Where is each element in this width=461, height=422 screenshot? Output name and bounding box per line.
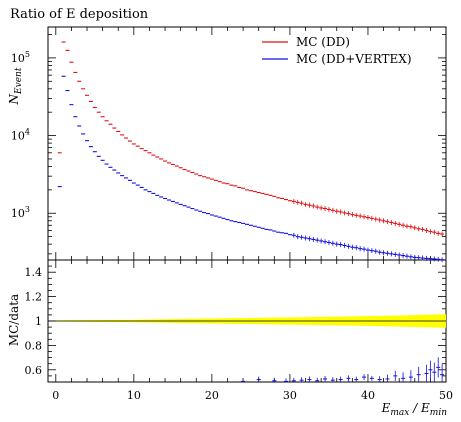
main-y-tick-label: 105	[11, 50, 30, 65]
ratio-y-tick-label: 1.4	[25, 266, 43, 279]
ratio-y-ticks: 0.6 0.8 1 1.2 1.4	[25, 259, 446, 383]
main-y-axis-label: NEvent	[7, 67, 24, 105]
legend-label-mc-dd: MC (DD)	[296, 35, 350, 49]
ratio-y-tick-label: 1.2	[25, 291, 43, 304]
main-y-tick-label: 104	[11, 128, 30, 143]
main-y-tick-label: 103	[11, 205, 30, 220]
x-tick-label: 10	[127, 389, 141, 402]
legend-label-mc-dd-vertex: MC (DD+VERTEX)	[296, 52, 412, 66]
x-tick-label: 40	[361, 389, 375, 402]
ratio-y-tick-label: 0.6	[25, 364, 43, 377]
ratio-series-group	[241, 357, 445, 382]
chart-title: Ratio of E deposition	[10, 7, 149, 22]
x-ticks: 0 10 20 30 40 50	[52, 27, 453, 402]
ratio-y-axis-label: MC/data	[7, 294, 21, 346]
legend: MC (DD) MC (DD+VERTEX)	[262, 35, 412, 66]
x-axis-label: Emax / Emin	[381, 401, 448, 418]
ratio-y-tick-label: 0.8	[25, 339, 43, 352]
x-tick-label: 20	[205, 389, 219, 402]
x-tick-label: 0	[52, 389, 59, 402]
main-series-group	[57, 41, 445, 263]
x-tick-label: 30	[283, 389, 297, 402]
x-tick-label: 50	[439, 389, 453, 402]
main-y-ticks: 103 104 105	[11, 34, 446, 255]
ratio-y-tick-label: 1	[35, 315, 42, 328]
